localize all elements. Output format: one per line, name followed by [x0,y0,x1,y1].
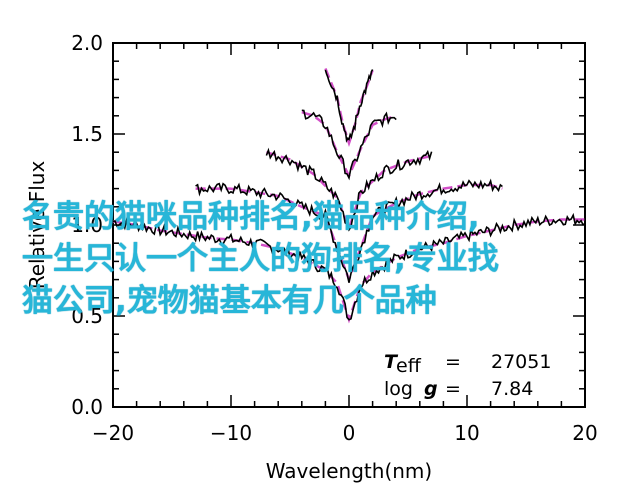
logg-label-log: log [384,378,413,400]
teff-subscript: eff [396,355,422,377]
axis-tick-labels: −20 −10 0 10 20 0.0 0.5 1.0 1.5 2.0 [71,31,598,445]
flux-line-2 [265,147,433,232]
x-axis-title: Wavelength(nm) [266,459,432,483]
fit-line-2 [266,150,432,233]
parameter-annotation: T eff = 27051 log g = 7.84 [384,351,551,400]
flux-line-1 [195,178,503,283]
y-tick-label: 0.5 [71,304,103,328]
x-tick-label: −20 [92,421,134,445]
overlay-line-2: 一生只认一个主人的狗排名,专业找 [22,241,499,277]
x-tick-label: −10 [210,421,252,445]
logg-equals: = [445,378,461,400]
flux-line-4 [324,69,374,143]
axis-ticks [112,42,586,408]
y-tick-label: 1.5 [71,122,103,146]
teff-symbol: T [384,351,399,373]
watermark-text-overlay: 名贵的猫咪品种排名,猫品种介绍, 一生只认一个主人的狗排名,专业找 猫公司,宠物… [22,196,592,322]
flux-line-0 [112,212,586,321]
teff-equals: = [445,351,461,373]
overlay-line-1: 名贵的猫咪品种排名,猫品种介绍, [22,199,480,235]
x-tick-label: 20 [572,421,597,445]
y-tick-label: 0.0 [71,395,103,419]
y-tick-label: 1.0 [71,213,103,237]
teff-value: 27051 [491,351,551,373]
x-tick-label: 10 [454,421,479,445]
overlay-line-3: 猫公司,宠物猫基本有几个品种 [22,283,437,319]
x-tick-label: 0 [343,421,356,445]
observed-flux-lines [112,69,586,321]
fit-line-4 [324,68,374,148]
logg-value: 7.84 [491,378,533,400]
flux-line-3 [301,109,397,181]
y-tick-label: 2.0 [71,31,103,55]
logg-label-g: g [424,378,438,400]
y-axis-title: Relative Flux [25,161,49,290]
